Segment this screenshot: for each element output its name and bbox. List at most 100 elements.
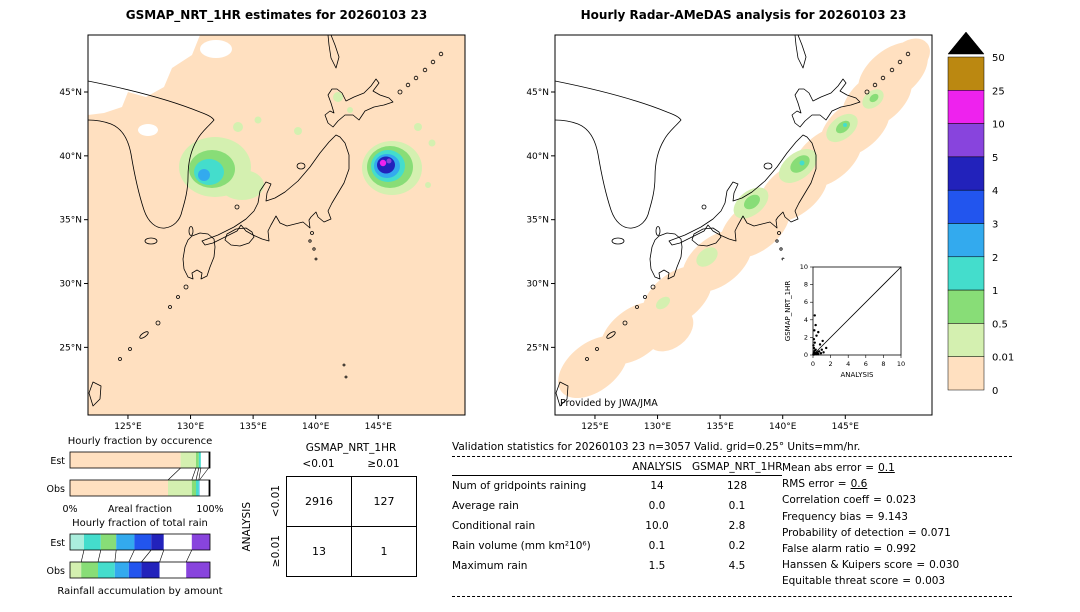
colorbar-label: 25: [992, 86, 1005, 97]
colorbar-label: 4: [992, 186, 998, 197]
right-map-title: Hourly Radar-AMeDAS analysis for 2026010…: [580, 8, 907, 22]
metric-2: Correlation coeff = 0.023: [782, 494, 917, 507]
colorbar-label: 50: [992, 53, 1005, 64]
right-map: 00 2 2 4 4 6 6 8 8 10 10 ANALYSIS GSMAP_NRT_1HR 125°…: [526, 34, 933, 432]
inset-y-tick: 0: [804, 351, 808, 359]
stats-col-analysis: ANALYSIS: [632, 460, 682, 473]
stats-metrics: Mean abs error = 0.1 RMS error = 0.6 Correlati…: [782, 458, 1010, 590]
bar-frame: [69, 479, 211, 497]
bar-segment: [208, 480, 210, 496]
bar-segment: [70, 534, 84, 550]
contingency-col-label-ge: ≥0.01: [367, 458, 400, 470]
colorbar-label: 2: [992, 253, 998, 264]
bar-segment: [199, 480, 209, 496]
right-map-frame: [554, 34, 933, 416]
right-map-axes: 125°E 130°E 135°E 140°E 145°E 45°N 40°N 35°N 30°…: [526, 88, 859, 432]
inset-x-tick: 4: [846, 360, 850, 368]
bar-segment: [114, 562, 129, 578]
bar-segment: [151, 534, 164, 550]
colorbar: 50 25 10 5 4 3 2 1 0.5 0.01 0: [947, 31, 1014, 397]
colorbar-segment: [947, 56, 985, 91]
inset-point: [817, 352, 820, 356]
contingency-row-axis: ANALYSIS: [241, 501, 253, 552]
bar-connector: [141, 549, 152, 563]
x-tick-label: 125°E: [114, 422, 142, 432]
stats-col-gsmap: GSMAP_NRT_1HR: [692, 460, 783, 473]
inset-point: [813, 341, 816, 344]
contingency-row-label-lt: <0.01: [270, 484, 282, 518]
colorbar-segment: [947, 323, 985, 357]
colorbar-segment: [947, 189, 985, 224]
areal-0-label: 0%: [62, 504, 77, 515]
accumulation-label: Rainfall accumulation by amount: [57, 586, 222, 597]
bar-segment: [196, 480, 199, 496]
inset-x-tick: 10: [897, 360, 905, 368]
colorbar-label: 5: [992, 153, 998, 164]
bar-connector: [128, 549, 135, 563]
inset-y-tick: 4: [804, 316, 808, 324]
colorbar-label: 0.01: [992, 353, 1014, 364]
bar-frame: [69, 533, 211, 551]
inset-point: [815, 334, 818, 337]
bar-connector: [198, 467, 202, 481]
inset-y-tick: 6: [804, 298, 808, 306]
inset-point: [812, 344, 815, 347]
bar-segment: [163, 534, 192, 550]
bar-segment: [198, 480, 200, 496]
x-tick-label: 135°E: [706, 422, 734, 432]
inset-point: [820, 348, 823, 351]
contingency-miss: 13: [287, 527, 352, 577]
contingency-hit: 1: [352, 527, 417, 577]
bar-row-label: Obs: [47, 484, 66, 495]
colorbar-label: 3: [992, 220, 998, 231]
y-tick-label: 40°N: [59, 152, 82, 162]
colorbar-segment: [947, 289, 985, 324]
stats-title: Validation statistics for 20260103 23 n=…: [452, 441, 1012, 457]
stats-row-1: Average rain 0.0 0.1: [452, 500, 746, 512]
stats-table-rows: Num of gridpoints raining 14 128 Average ra…: [452, 476, 782, 576]
y-tick-label: 25°N: [59, 343, 82, 353]
y-tick-label: 30°N: [526, 280, 549, 290]
x-tick-label: 130°E: [644, 422, 672, 432]
bar-connector: [97, 549, 102, 563]
bar-segment: [98, 562, 115, 578]
stats-row-0: Num of gridpoints raining 14 128: [452, 480, 748, 492]
metric-0: Mean abs error = 0.1: [782, 462, 895, 475]
x-tick-label: 130°E: [177, 422, 205, 432]
contingency-col-label-lt: <0.01: [302, 458, 335, 470]
bar-frame: [69, 561, 211, 579]
metric-6: Hanssen & Kuipers score = 0.030: [782, 559, 960, 572]
bar-segment: [134, 534, 152, 550]
colorbar-svg: 50 25 10 5 4 3 2 1 0.5 0.01 0: [947, 31, 1014, 397]
bar-segment: [168, 480, 192, 496]
inset-x-tick: 6: [864, 360, 868, 368]
bar-segment: [196, 452, 199, 468]
colorbar-label: 0.5: [992, 319, 1008, 330]
inset-point: [812, 346, 816, 350]
y-tick-label: 30°N: [59, 280, 82, 290]
left-map: 125°E 130°E 135°E 140°E 145°E 45°N 40°N 35°N 30°…: [59, 34, 466, 432]
bar-segment: [141, 562, 160, 578]
inset-point: [822, 351, 825, 354]
colorbar-overflow-triangle: [947, 31, 985, 55]
inset-point: [817, 330, 820, 334]
bar-segment: [128, 562, 142, 578]
inset-x-tick: 0: [811, 360, 815, 368]
metric-5: False alarm ratio = 0.992: [782, 543, 917, 556]
contingency-false-alarm: 127: [352, 477, 417, 527]
contingency-row-label-ge: ≥0.01: [270, 534, 282, 568]
inset-point: [821, 339, 824, 343]
bar-connector: [199, 467, 209, 481]
bar-segment: [100, 534, 117, 550]
bar-segment: [159, 562, 187, 578]
areal-100-label: 100%: [196, 504, 223, 515]
bar-connector: [191, 467, 197, 481]
inset-y-tick: 10: [800, 263, 808, 271]
colorbar-label: 1: [992, 286, 998, 297]
left-map-axes: 125°E 130°E 135°E 140°E 145°E 45°N 40°N 35°N 30°…: [59, 88, 392, 432]
bar-connector: [114, 549, 117, 563]
x-tick-label: 140°E: [302, 422, 330, 432]
bar-segment: [191, 480, 196, 496]
x-tick-label: 140°E: [769, 422, 797, 432]
